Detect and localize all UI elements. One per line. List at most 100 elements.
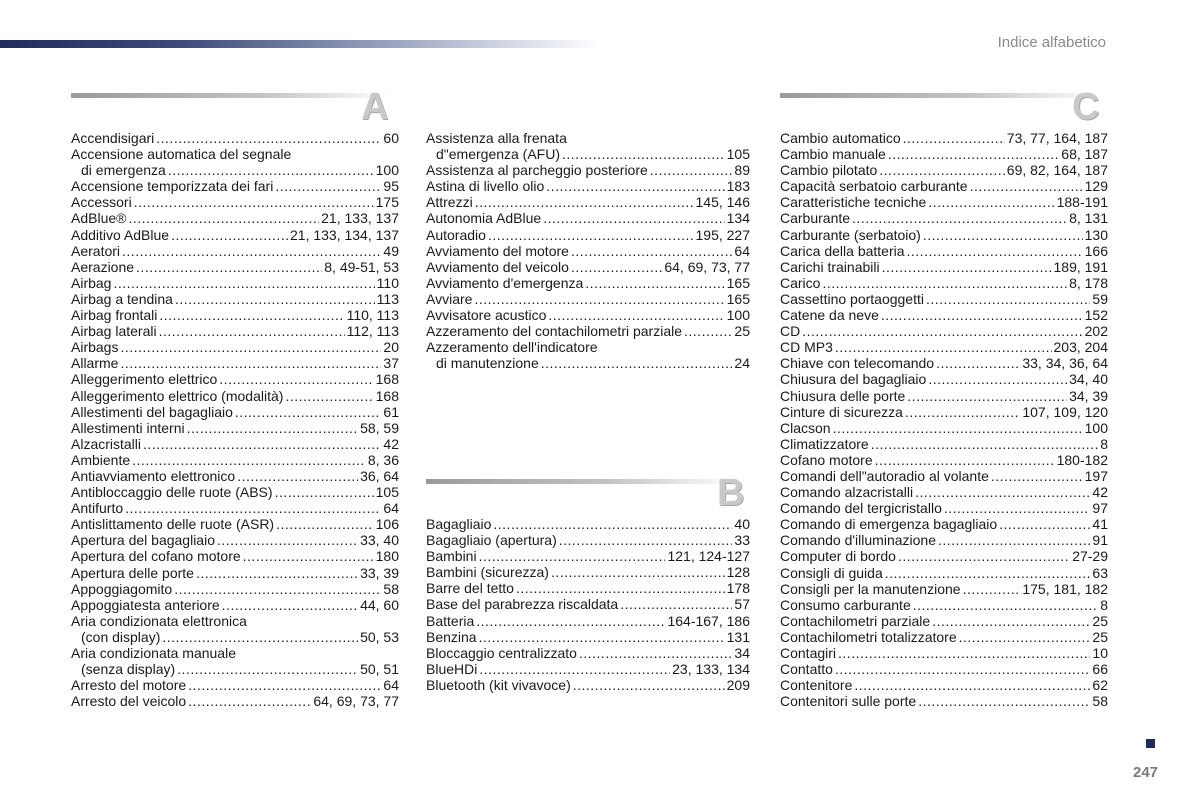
index-entry: Cofano motore 180-182 <box>780 452 1108 468</box>
index-entry-term: Carico <box>780 274 821 291</box>
index-entry-pages: 203, 204 <box>1053 339 1109 356</box>
index-entry-pages: 180 <box>375 548 399 565</box>
index-entry: Apertura del cofano motore 180 <box>71 548 399 564</box>
index-entry: Batteria 164-167, 186 <box>426 613 750 629</box>
index-entry: Comando del tergicristallo 97 <box>780 500 1108 516</box>
index-entry-pages: 44, 60 <box>360 596 399 613</box>
index-entry-term: Batteria <box>426 612 475 629</box>
index-entry: AdBlue® 21, 133, 137 <box>71 210 399 226</box>
index-entry: Contenitore 62 <box>780 677 1108 693</box>
index-entry-pages: 37 <box>383 355 399 372</box>
index-entry-term: Consumo carburante <box>780 596 911 613</box>
index-entry-term: Avviamento del motore <box>426 242 569 259</box>
index-entry-pages: 168 <box>375 387 399 404</box>
index-entry-term: Azzeramento del contachilometri parziale <box>426 323 683 340</box>
index-entry-pages: 57 <box>734 596 750 613</box>
dot-leader <box>120 339 381 355</box>
index-entry-term: Bluetooth (kit vivavoce) <box>426 676 571 693</box>
index-entry-pages: 152 <box>1084 307 1108 324</box>
index-entry: Airbag 110 <box>71 275 399 291</box>
dot-leader <box>196 565 358 581</box>
index-entry: Antifurto 64 <box>71 500 399 516</box>
index-entry-term: Cinture di sicurezza <box>780 403 903 420</box>
index-entry-heading: Aria condizionata manuale <box>71 645 236 661</box>
page-header-title: Indice alfabetico <box>997 34 1106 51</box>
dot-leader <box>907 388 1067 404</box>
index-entry: Comando alzacristalli 42 <box>780 484 1108 500</box>
index-entry-pages: 106 <box>375 516 399 533</box>
index-entry-term: Cassettino portaoggetti <box>780 290 924 307</box>
dot-leader <box>159 323 345 339</box>
index-entry-heading: Aria condizionata elettronica <box>71 612 247 629</box>
index-entry-pages: 130 <box>1084 226 1108 243</box>
index-entry-pages: 42 <box>1092 484 1108 501</box>
index-entry-term: Aerazione <box>71 258 135 275</box>
index-entry-pages: 68, 187 <box>1061 146 1108 163</box>
index-entry-term: Arresto del veicolo <box>71 693 187 710</box>
dot-leader <box>132 452 366 468</box>
index-entry-pages: 34, 40 <box>1069 371 1108 388</box>
dot-leader <box>918 693 1090 709</box>
index-entry: Autoradio 195, 227 <box>426 227 750 243</box>
index-entry: Apertura delle porte 33, 39 <box>71 565 399 581</box>
index-entry: Cassettino portaoggetti 59 <box>780 291 1108 307</box>
index-entry-pages: 27-29 <box>1072 548 1108 565</box>
index-entry-term: di manutenzione <box>436 355 539 372</box>
index-column-a2: Assistenza alla frenata d"emergenza (AFU)… <box>426 130 750 371</box>
index-entry-term: Chiave con telecomando <box>780 355 935 372</box>
index-entry: Computer di bordo 27-29 <box>780 548 1108 564</box>
index-entry: CD 202 <box>780 323 1108 339</box>
index-entry-pages: 209 <box>726 676 750 693</box>
index-entry: di manutenzione 24 <box>426 355 750 371</box>
page-number: 247 <box>1133 764 1159 781</box>
index-entry-pages: 145, 146 <box>695 194 751 211</box>
dot-leader <box>963 581 1021 597</box>
index-entry-pages: 36, 64 <box>360 467 399 484</box>
index-entry: Astina di livello olio 183 <box>426 178 750 194</box>
index-entry-term: Barre del tetto <box>426 580 514 597</box>
index-entry-pages: 165 <box>726 290 750 307</box>
dot-leader <box>970 178 1083 194</box>
dot-leader <box>541 355 733 371</box>
index-entry: Antibloccaggio delle ruote (ABS) 105 <box>71 484 399 500</box>
index-entry-pages: 100 <box>375 162 399 179</box>
page-marker <box>1146 739 1155 748</box>
index-entry-pages: 23, 133, 134 <box>672 660 750 677</box>
index-entry-pages: 33 <box>734 532 750 549</box>
dot-leader <box>881 307 1083 323</box>
index-entry-term: Arresto del motore <box>71 677 187 694</box>
index-entry: Consigli per la manutenzione 175, 181, 18… <box>780 581 1108 597</box>
dot-leader <box>219 371 373 387</box>
index-entry: Appoggiatesta anteriore 44, 60 <box>71 597 399 613</box>
index-entry-term: Assistenza al parcheggio posteriore <box>426 162 648 179</box>
index-entry-term: Allestimenti del bagagliaio <box>71 403 233 420</box>
dot-leader <box>243 548 374 564</box>
index-entry-term: Ambiente <box>71 451 131 468</box>
dot-leader <box>516 580 725 596</box>
dot-leader <box>559 532 733 548</box>
index-entry: Capacità serbatoio carburante 129 <box>780 178 1108 194</box>
index-entry-term: AdBlue® <box>71 210 127 227</box>
index-entry: Allarme 37 <box>71 355 399 371</box>
index-entry-term: Computer di bordo <box>780 548 896 565</box>
index-entry-term: Appoggiatesta anteriore <box>71 596 220 613</box>
dot-leader <box>854 677 1090 693</box>
dot-leader <box>237 468 358 484</box>
section-a-rule <box>71 93 391 98</box>
index-entry: Bluetooth (kit vivavoce) 209 <box>426 677 750 693</box>
dot-leader <box>822 275 1067 291</box>
index-entry: Assistenza al parcheggio posteriore 89 <box>426 162 750 178</box>
dot-leader <box>275 484 374 500</box>
index-entry-term: Comando del tergicristallo <box>780 500 942 517</box>
index-entry: Avviare 165 <box>426 291 750 307</box>
index-entry-pages: 100 <box>1084 419 1108 436</box>
index-entry: Accensione temporizzata dei fari 95 <box>71 178 399 194</box>
index-entry-pages: 69, 82, 164, 187 <box>1006 162 1108 179</box>
dot-leader <box>898 548 1070 564</box>
index-entry-term: Base del parabrezza riscaldata <box>426 596 619 613</box>
dot-leader <box>913 597 1098 613</box>
index-entry-term: Apertura del cofano motore <box>71 548 241 565</box>
dot-leader <box>835 339 1052 355</box>
dot-leader <box>168 162 374 178</box>
index-entry: (senza display) 50, 51 <box>71 661 399 677</box>
